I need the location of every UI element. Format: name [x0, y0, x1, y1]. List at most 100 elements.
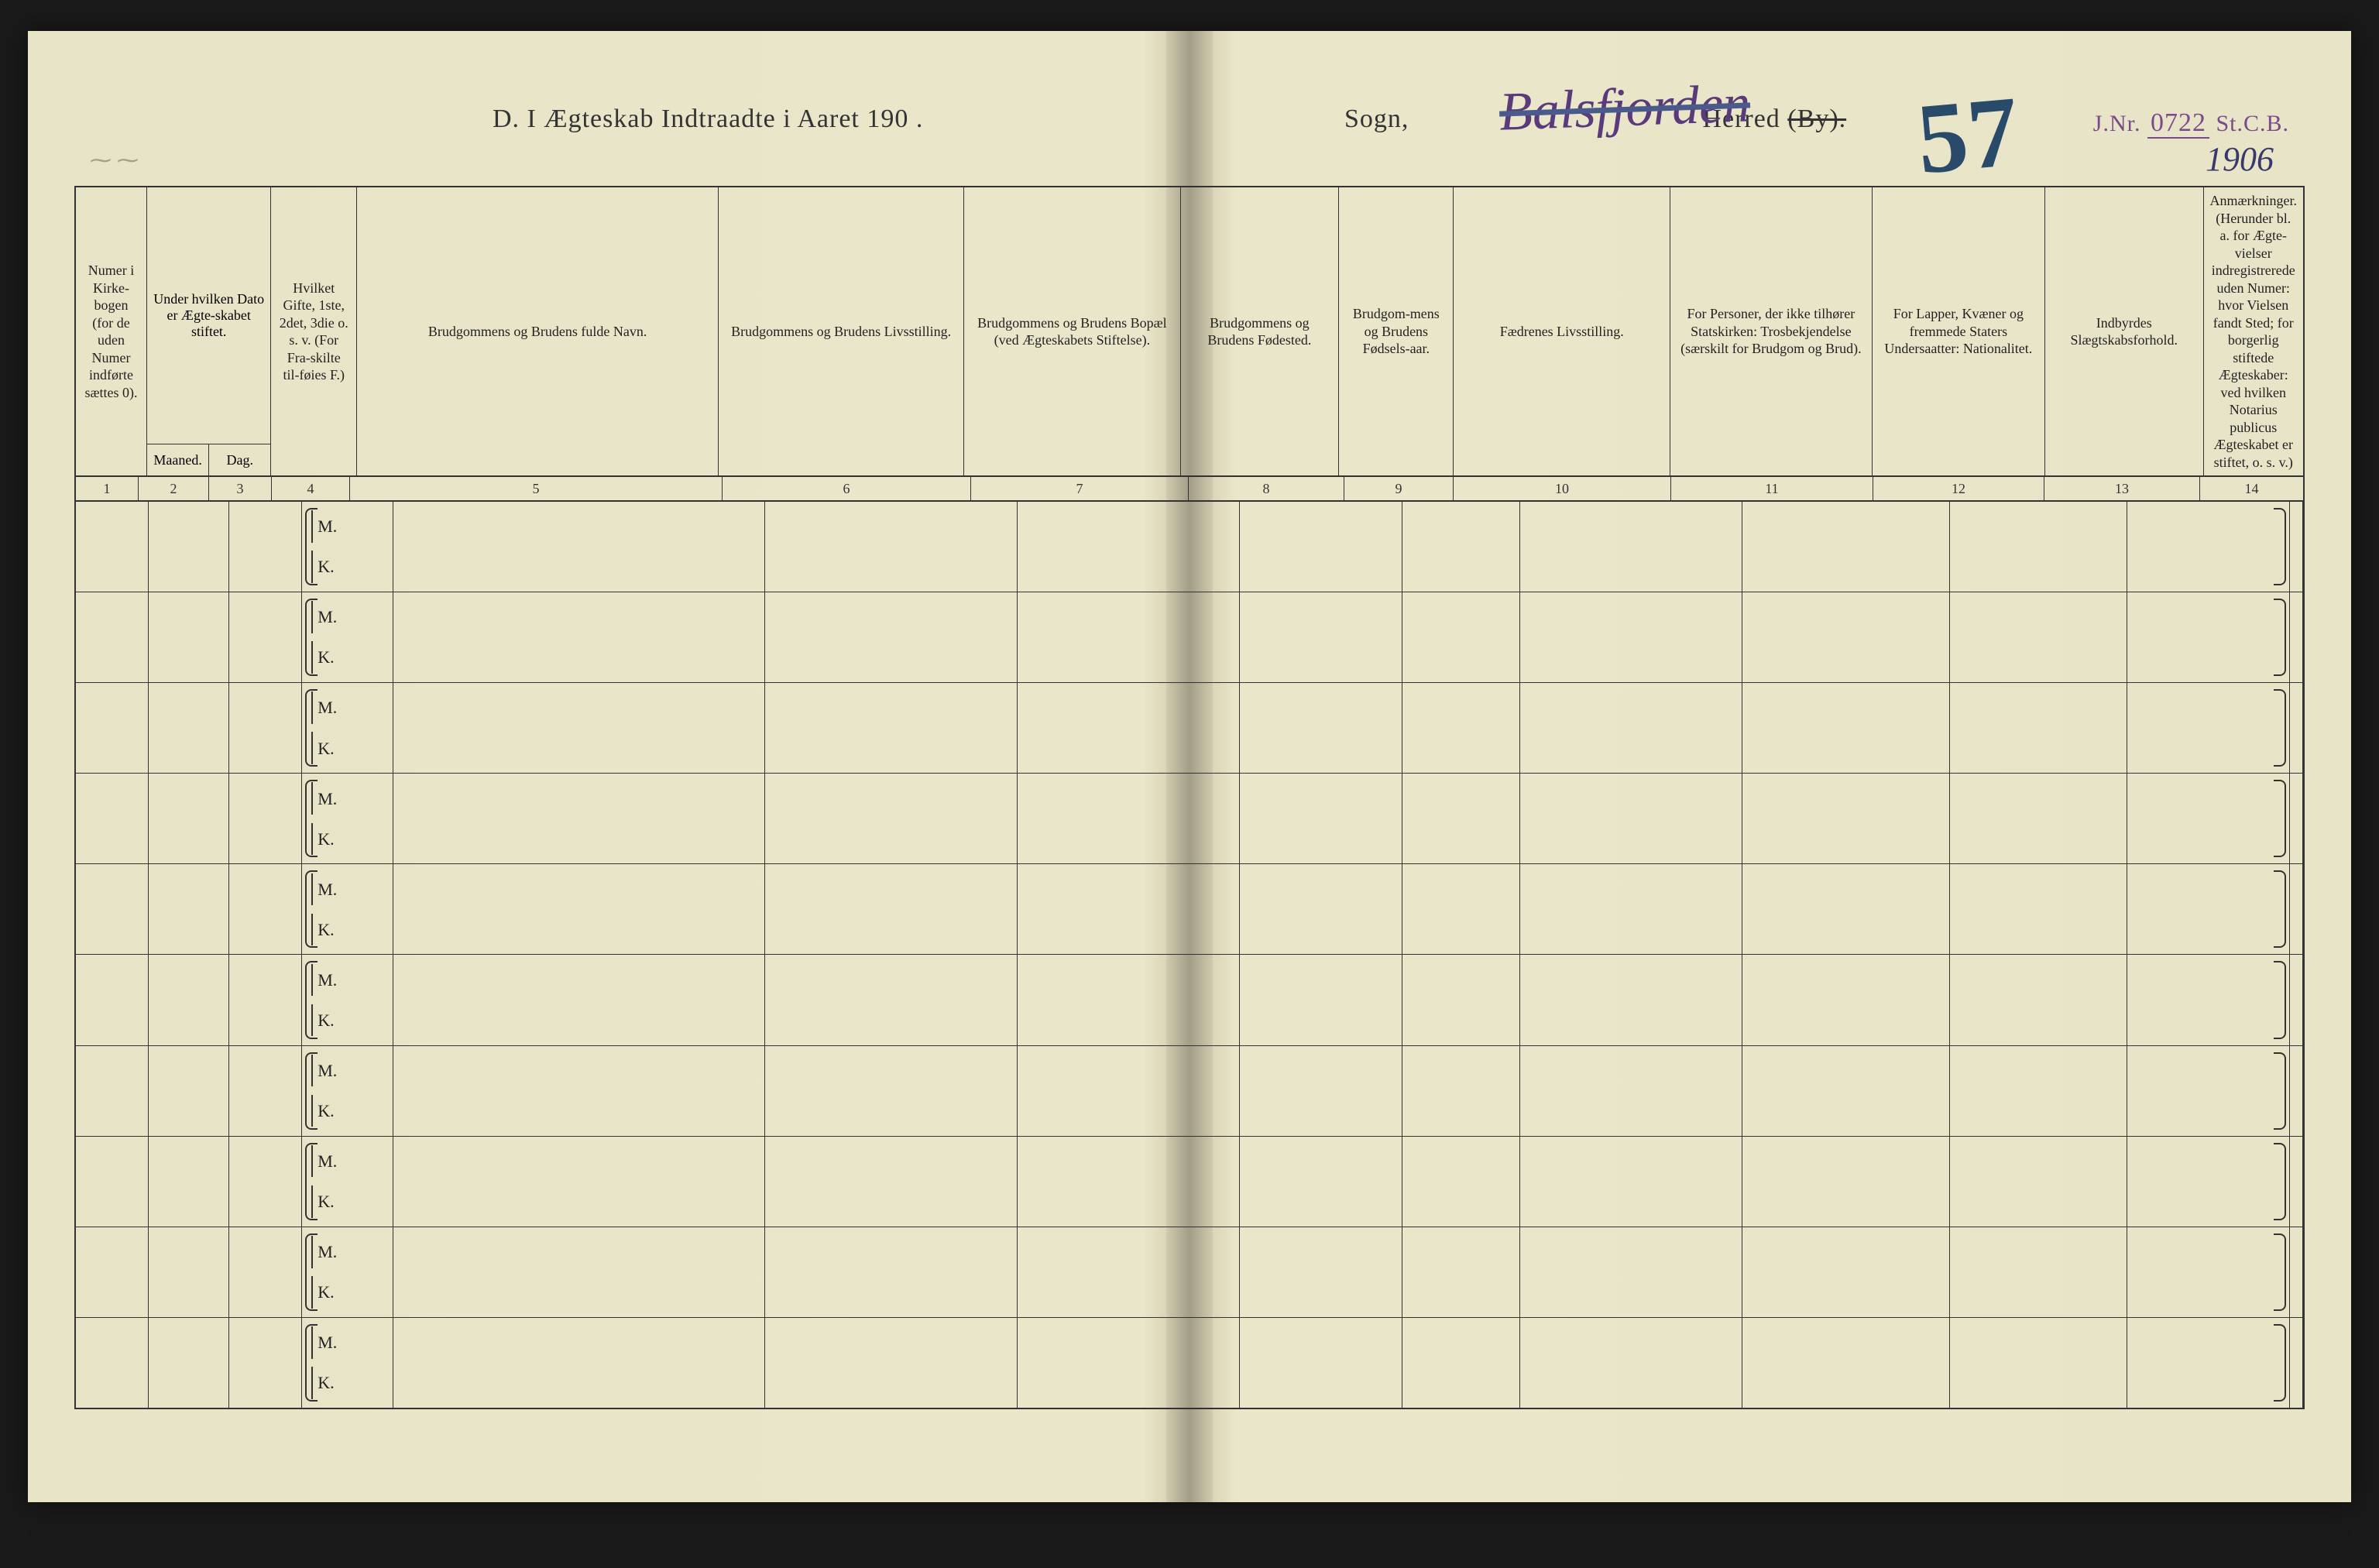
col-header-6: Brudgommens og Brudens Livsstilling.: [719, 187, 964, 475]
cell: [1240, 864, 1402, 954]
form-title-left: D. I Ægteskab Indtraadte i Aaret 190 .: [493, 105, 923, 134]
cell: [765, 592, 1018, 682]
cell: [1240, 592, 1402, 682]
cell: [2290, 592, 2303, 682]
cell: [2290, 1227, 2303, 1317]
cell: [2290, 774, 2303, 863]
cell: [1240, 502, 1402, 592]
cell: [229, 774, 302, 863]
cell: [765, 1227, 1018, 1317]
cell: [1402, 1137, 1520, 1227]
cell: [1950, 1318, 2127, 1408]
cell: [76, 592, 149, 682]
cell: [1950, 1137, 2127, 1227]
label-m: M.: [311, 1055, 337, 1087]
cell-mk: M.K.: [302, 1318, 393, 1408]
cell: [1018, 774, 1240, 863]
cell: [76, 1046, 149, 1136]
cell: [1520, 683, 1742, 773]
cell: [149, 502, 229, 592]
label-m: M.: [311, 1236, 337, 1268]
cell-mk: M.K.: [302, 1046, 393, 1136]
table-column-number-row: 1 2 3 4 5 6 7 8 9 10 11 12 13 14: [76, 477, 2303, 502]
cell-mk: M.K.: [302, 502, 393, 592]
cell: [1520, 1318, 1742, 1408]
cell: [76, 774, 149, 863]
cell: [2127, 683, 2290, 773]
colnum-2: 2: [139, 477, 209, 500]
cell: [1018, 864, 1240, 954]
label-m: M.: [311, 964, 337, 997]
cell: [765, 1046, 1018, 1136]
cell: [1520, 592, 1742, 682]
cell: [1742, 955, 1950, 1045]
cell: [1742, 1046, 1950, 1136]
cell-mk: M.K.: [302, 1227, 393, 1317]
cell: [2127, 774, 2290, 863]
colnum-4: 4: [272, 477, 350, 500]
cell: [2127, 1318, 2290, 1408]
cell: [1402, 1046, 1520, 1136]
cell: [149, 1318, 229, 1408]
cell: [1742, 1137, 1950, 1227]
cell: [229, 864, 302, 954]
label-m: M.: [311, 1326, 337, 1359]
cell: [1742, 502, 1950, 592]
colnum-13: 13: [2044, 477, 2200, 500]
cell: [1240, 1046, 1402, 1136]
table-row: M.K.: [76, 864, 2303, 955]
cell: [1950, 683, 2127, 773]
cell: [393, 955, 765, 1045]
cell: [1520, 1137, 1742, 1227]
label-m: M.: [311, 1145, 337, 1178]
handwritten-page-number: 57: [1913, 74, 2024, 198]
cell: [76, 1227, 149, 1317]
cell: [1742, 774, 1950, 863]
table-row: M.K.: [76, 774, 2303, 864]
cell: [1742, 592, 1950, 682]
cell: [1240, 683, 1402, 773]
cell: [1950, 1227, 2127, 1317]
cell: [1742, 683, 1950, 773]
cell: [765, 864, 1018, 954]
label-k: K.: [311, 823, 334, 856]
cell: [765, 955, 1018, 1045]
handwritten-year: 1906: [2206, 139, 2274, 179]
colnum-7: 7: [971, 477, 1189, 500]
cell: [1950, 774, 2127, 863]
table-body: M.K.M.K.M.K.M.K.M.K.M.K.M.K.M.K.M.K.M.K.: [76, 502, 2303, 1408]
cell: [1520, 1046, 1742, 1136]
table-row: M.K.: [76, 955, 2303, 1045]
cell: [1018, 1227, 1240, 1317]
cell: [229, 1137, 302, 1227]
colnum-12: 12: [1873, 477, 2044, 500]
cell-mk: M.K.: [302, 683, 393, 773]
cell: [229, 1046, 302, 1136]
cell: [2290, 1046, 2303, 1136]
cell: [2127, 1227, 2290, 1317]
cell: [1402, 864, 1520, 954]
col-header-13: Indbyrdes Slægtskabsforhold.: [2045, 187, 2204, 475]
cell: [765, 1318, 1018, 1408]
cell: [765, 1137, 1018, 1227]
cell: [1402, 955, 1520, 1045]
colnum-10: 10: [1454, 477, 1671, 500]
cell: [1742, 864, 1950, 954]
col-subheader-day: Dag.: [209, 444, 270, 475]
cell: [393, 864, 765, 954]
col-header-14: Anmærkninger. (Herunder bl. a. for Ægte-…: [2204, 187, 2304, 475]
handwritten-parish-name: Balsfjorden: [1498, 73, 1752, 143]
cell: [2127, 502, 2290, 592]
cell: [2290, 864, 2303, 954]
cell: [1018, 955, 1240, 1045]
colnum-6: 6: [723, 477, 971, 500]
label-m: M.: [311, 873, 337, 906]
cell: [1018, 1137, 1240, 1227]
cell: [2290, 502, 2303, 592]
table-row: M.K.: [76, 1046, 2303, 1137]
cell: [2127, 592, 2290, 682]
cell: [765, 774, 1018, 863]
cell: [1950, 955, 2127, 1045]
cell: [393, 592, 765, 682]
cell: [1018, 683, 1240, 773]
